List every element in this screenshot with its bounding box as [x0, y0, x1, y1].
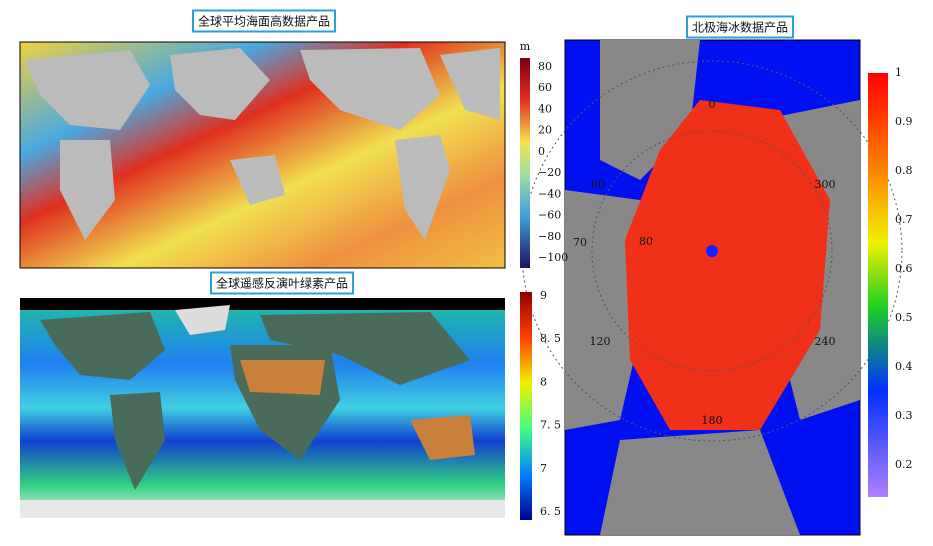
- map-label: 60: [591, 178, 605, 191]
- colorbar-tick-label: 8. 5: [540, 332, 561, 345]
- map-label: 240: [815, 335, 836, 348]
- colorbar: [868, 73, 888, 497]
- map-label: 0: [709, 98, 716, 111]
- title-box: [685, 15, 795, 39]
- colorbar-tick-label: 8: [540, 375, 547, 388]
- colorbar-tick-label: −80: [538, 230, 561, 243]
- title-box: [209, 271, 355, 295]
- colorbar-tick-label: −40: [538, 187, 561, 200]
- map-label: 300: [815, 178, 836, 191]
- sea-ice-map: [521, 39, 903, 536]
- map-label: 80: [639, 235, 653, 248]
- colorbar-tick-label: 40: [538, 102, 552, 115]
- colorbar-tick-label: 60: [538, 81, 552, 94]
- colorbar-tick-label: 7: [540, 462, 547, 475]
- colorbar-tick-label: −60: [538, 209, 561, 222]
- colorbar-tick-label: −20: [538, 166, 561, 179]
- colorbar-tick-label: 0.7: [895, 213, 913, 226]
- panel-title: 北极海冰数据产品: [692, 20, 788, 35]
- panel-title: 全球平均海面高数据产品: [198, 14, 330, 29]
- colorbar-tick-label: 9: [540, 289, 547, 302]
- map-label: 120: [590, 335, 611, 348]
- colorbar-tick-label: 20: [538, 124, 552, 137]
- colorbar-tick-label: 0.3: [895, 409, 913, 422]
- colorbar-tick-label: 0: [538, 145, 545, 158]
- colorbar-unit: m: [520, 40, 531, 53]
- colorbar-tick-label: −100: [538, 251, 568, 264]
- colorbar: [520, 58, 530, 268]
- panel-title: 全球遥感反演叶绿素产品: [216, 276, 348, 291]
- colorbar: [520, 292, 532, 520]
- map-label: 70: [573, 236, 587, 249]
- ssh-map: [19, 41, 506, 269]
- chlorophyll-map: [20, 298, 505, 518]
- map-label: 180: [702, 414, 723, 427]
- colorbar-tick-label: 0.5: [895, 311, 913, 324]
- colorbar-tick-label: 0.4: [895, 360, 913, 373]
- colorbar-tick-label: 0.6: [895, 262, 913, 275]
- colorbar-tick-label: 7. 5: [540, 419, 561, 432]
- colorbar-tick-label: 0.2: [895, 458, 913, 471]
- colorbar-tick-label: 0.8: [895, 164, 913, 177]
- colorbar-tick-label: 0.9: [895, 115, 913, 128]
- colorbar-tick-label: 6. 5: [540, 505, 561, 518]
- title-box: [191, 9, 337, 33]
- colorbar-tick-label: 1: [895, 66, 902, 79]
- colorbar-tick-label: 80: [538, 60, 552, 73]
